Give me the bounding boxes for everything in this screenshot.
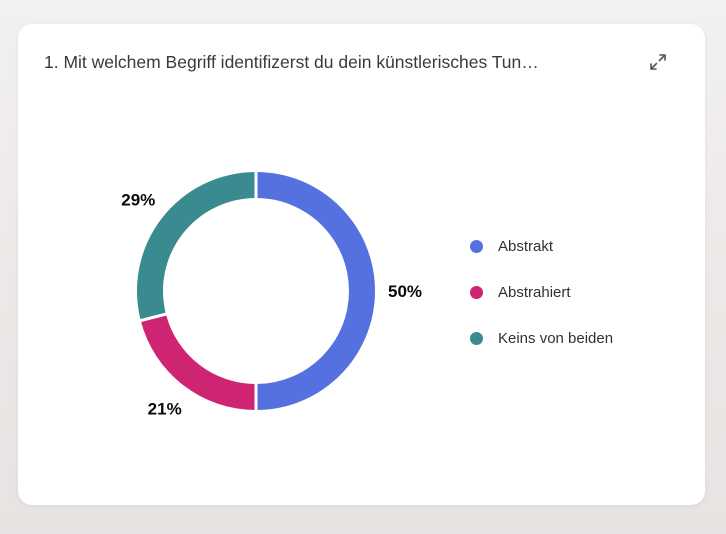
question-title: 1. Mit welchem Begriff identifizerst du …	[44, 52, 539, 72]
donut-segment-1	[140, 314, 256, 410]
survey-question-card: 1. Mit welchem Begriff identifizerst du …	[18, 24, 705, 505]
donut-segment-0	[256, 172, 375, 410]
segment-value-label-0: 50%	[388, 282, 422, 301]
legend-item-keins-von-beiden: Keins von beiden	[470, 328, 613, 348]
legend-dot	[470, 285, 483, 299]
legend-item-abstrahiert: Abstrahiert	[470, 282, 613, 302]
segment-value-label-2: 29%	[121, 191, 155, 210]
segment-gap-line	[139, 312, 168, 323]
donut-segment-2	[136, 172, 256, 321]
legend-dot	[470, 239, 483, 253]
legend-dot	[470, 331, 483, 345]
legend-label: Keins von beiden	[498, 329, 614, 347]
expand-button[interactable]	[644, 48, 672, 76]
expand-icon	[646, 50, 670, 74]
chart-legend: Abstrakt Abstrahiert Keins von beiden	[470, 236, 613, 348]
legend-item-abstrakt: Abstrakt	[470, 236, 613, 256]
legend-label: Abstrahiert	[498, 283, 571, 301]
legend-label: Abstrakt	[498, 237, 554, 255]
donut-chart: 50% 21% 29%	[121, 171, 422, 419]
segment-value-label-1: 21%	[148, 400, 182, 419]
